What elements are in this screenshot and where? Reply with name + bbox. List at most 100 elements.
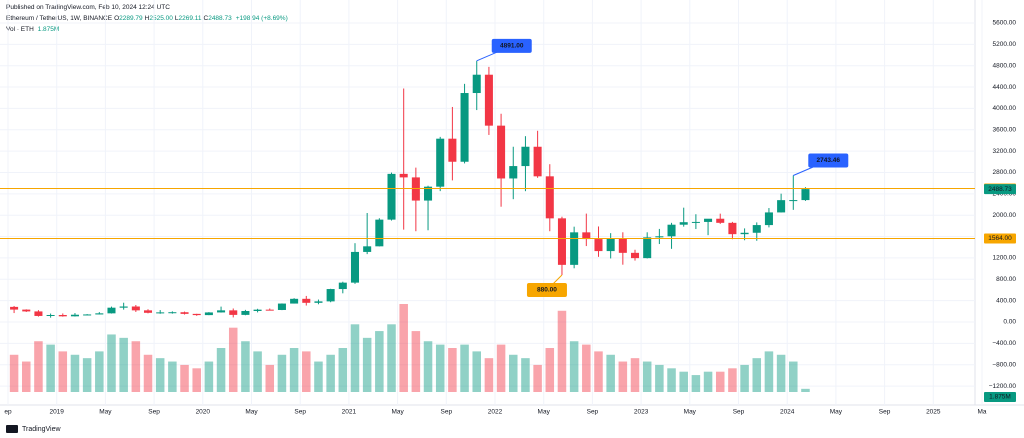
candle-body (424, 186, 433, 201)
volume-bar (545, 348, 555, 392)
y-tick-label: 4800.00 (993, 62, 1017, 69)
x-tick-label: May (830, 409, 843, 416)
x-tick-label: 2023 (634, 409, 649, 416)
x-tick-label: May (99, 409, 112, 416)
x-tick-label: ep (4, 409, 12, 416)
candle-body (582, 232, 591, 240)
candle-body (107, 307, 116, 314)
candle-body (156, 312, 165, 314)
candle-body (302, 298, 311, 303)
candle-body (46, 314, 55, 316)
annotation-box (808, 153, 849, 168)
candle-body (290, 298, 299, 304)
candle-body (95, 313, 104, 315)
volume-bar (582, 344, 591, 392)
volume-bar (655, 364, 664, 392)
level-label-box (984, 233, 1016, 244)
candle-body (764, 212, 773, 226)
candle-body (630, 252, 640, 259)
candle-body (801, 189, 810, 201)
volume-bar (594, 351, 603, 392)
volume-bar (362, 337, 372, 392)
candle-body (570, 232, 579, 265)
volume-bar (618, 361, 628, 392)
volume-bar (314, 361, 323, 392)
candle-body (34, 311, 43, 316)
volume-bar (241, 341, 250, 392)
published: Published on TradingView.com, Feb 10, 20… (6, 4, 170, 11)
candle-body (716, 218, 725, 223)
volume-bar (460, 344, 469, 392)
volume-bar (46, 344, 55, 392)
candle-body (180, 312, 189, 314)
volume-bar (740, 364, 749, 392)
volume-bar (569, 341, 579, 392)
candle-body (484, 74, 493, 126)
candle-body (338, 282, 347, 290)
candle-body (448, 138, 457, 162)
volume-bar (131, 341, 141, 392)
volume-bar (265, 364, 275, 392)
x-tick-label: Sep (148, 409, 160, 416)
candle-body (119, 306, 128, 308)
y-tick-label: 2800.00 (993, 169, 1017, 176)
x-tick-label: Ma (977, 409, 986, 416)
y-tick-label: −1200.00 (989, 383, 1017, 390)
y-tick-label: −800.00 (992, 361, 1016, 368)
ohlc: O2289.79 H2525.00 L2269.11 C2488.73 (114, 15, 234, 22)
candle-body (83, 314, 92, 316)
x-tick-label: May (245, 409, 258, 416)
ohlc-value: 2269.11 (178, 15, 202, 22)
candle-body (277, 303, 286, 310)
volume-bar (168, 361, 177, 392)
volume-bar (204, 361, 214, 392)
y-tick-label: 4000.00 (993, 105, 1017, 112)
volume-bar (496, 344, 506, 392)
x-tick-label: May (684, 409, 697, 416)
candle-body (509, 166, 518, 179)
volume-bar (764, 351, 774, 392)
y-tick-label: 0.00 (1003, 319, 1016, 326)
y-tick-label: 400.00 (996, 297, 1016, 304)
candle-body (326, 289, 335, 302)
candle-body (728, 222, 737, 235)
candle-body (22, 309, 31, 312)
volume-bar (509, 354, 518, 392)
candle-body (314, 301, 323, 303)
volume-bar (9, 354, 19, 392)
symbol: Ethereum / TetherUS, 1W, BINANCE (6, 15, 113, 22)
y-tick-label: 2000.00 (993, 212, 1017, 219)
volume-bar (715, 371, 725, 392)
volume-bar (228, 327, 238, 392)
candle-body (204, 312, 213, 316)
volume-bar (533, 364, 542, 392)
volume-bar (277, 354, 287, 392)
candle-body (618, 238, 627, 253)
candle-body (606, 238, 615, 252)
candle-body (192, 313, 201, 316)
x-tick-label: 2024 (780, 409, 795, 416)
candle-body (10, 306, 19, 310)
ohlc-value: 2289.79 (119, 15, 143, 22)
candle-body (168, 312, 177, 314)
x-tick-label: Sep (587, 409, 599, 416)
volume-bar (691, 375, 701, 392)
candle-body (691, 221, 700, 223)
x-tick-label: May (538, 409, 551, 416)
volume-bar (350, 324, 360, 392)
volume-bar (667, 368, 676, 392)
y-tick-label: −400.00 (992, 340, 1016, 347)
x-tick-label: 2020 (196, 409, 211, 416)
volume-bar (34, 341, 43, 392)
level-label: 1564.00 (988, 235, 1012, 242)
header: Published on TradingView.com, Feb 10, 20… (6, 2, 290, 35)
x-tick-label: May (391, 409, 404, 416)
volume-bar (752, 358, 762, 392)
volume-bar (155, 358, 165, 392)
volume-bar (557, 310, 567, 392)
candle-body (752, 225, 761, 233)
candle-body (229, 310, 238, 315)
volume-bar (728, 368, 737, 392)
